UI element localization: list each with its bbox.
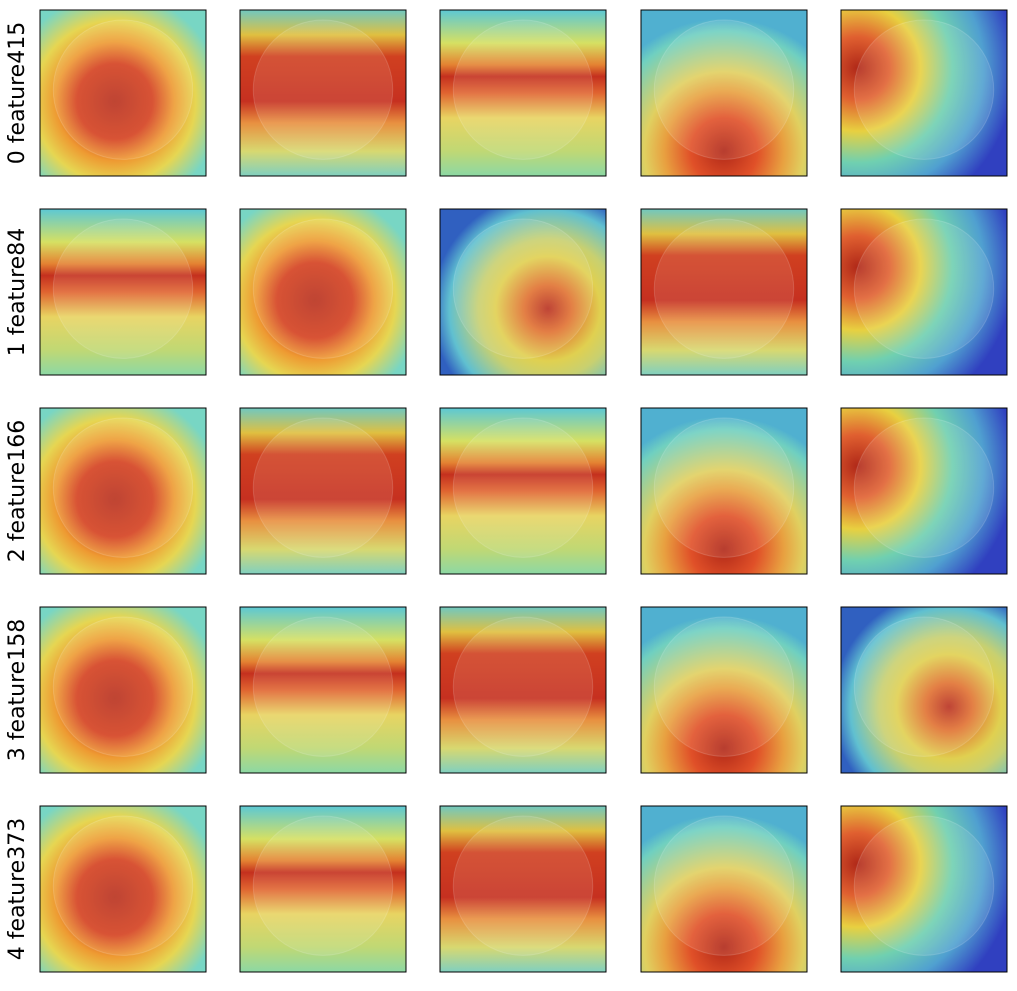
sphere-overlay (853, 616, 995, 757)
panel-border (39, 606, 207, 774)
panel-border (439, 606, 607, 774)
sphere-overlay (52, 616, 194, 757)
panel-border (39, 9, 207, 177)
panel-border (39, 805, 207, 973)
sphere-overlay (252, 616, 394, 757)
sphere-overlay (452, 218, 594, 359)
sphere-overlay (452, 616, 594, 757)
panel-border (640, 805, 808, 973)
heatmap-panel (841, 408, 1007, 574)
panel-border (840, 208, 1008, 376)
panel-border (640, 208, 808, 376)
panel-border (439, 805, 607, 973)
sphere-overlay (653, 616, 795, 757)
panel-border (239, 208, 407, 376)
sphere-overlay (52, 19, 194, 160)
heatmap-panel (240, 806, 406, 972)
heatmap-panel (641, 408, 807, 574)
row-label: 1 feature84 (5, 228, 30, 356)
panel-border (439, 407, 607, 575)
sphere-overlay (853, 218, 995, 359)
panel-border (239, 9, 407, 177)
panel-border (640, 606, 808, 774)
heatmap-panel (841, 607, 1007, 773)
row-label: 4 feature373 (5, 818, 30, 960)
sphere-overlay (252, 19, 394, 160)
heatmap-panel (40, 209, 206, 375)
panel-border (840, 407, 1008, 575)
heatmap-panel (240, 209, 406, 375)
sphere-overlay (452, 815, 594, 956)
heatmap-panel (40, 10, 206, 176)
sphere-overlay (653, 218, 795, 359)
sphere-overlay (653, 815, 795, 956)
heatmap-panel (641, 806, 807, 972)
sphere-overlay (653, 417, 795, 558)
panel-border (39, 407, 207, 575)
panel-border (439, 208, 607, 376)
panel-border (640, 407, 808, 575)
heatmap-panel (440, 607, 606, 773)
heatmap-panel (240, 408, 406, 574)
row-label: 3 feature158 (5, 619, 30, 761)
panel-border (640, 9, 808, 177)
panel-border (239, 606, 407, 774)
heatmap-panel (841, 209, 1007, 375)
row-label: 0 feature415 (5, 22, 30, 164)
panel-border (239, 805, 407, 973)
heatmap-panel (641, 10, 807, 176)
panel-border (39, 208, 207, 376)
panel-border (840, 805, 1008, 973)
heatmap-panel (40, 607, 206, 773)
heatmap-panel (440, 408, 606, 574)
heatmap-panel (841, 10, 1007, 176)
panel-border (840, 606, 1008, 774)
sphere-overlay (452, 19, 594, 160)
sphere-overlay (252, 417, 394, 558)
sphere-overlay (52, 815, 194, 956)
sphere-overlay (853, 815, 995, 956)
heatmap-panel (240, 10, 406, 176)
heatmap-panel (641, 209, 807, 375)
panel-border (840, 9, 1008, 177)
sphere-overlay (853, 417, 995, 558)
sphere-overlay (252, 815, 394, 956)
row-label: 2 feature166 (5, 420, 30, 562)
heatmap-panel (440, 209, 606, 375)
sphere-overlay (252, 218, 394, 359)
sphere-overlay (52, 218, 194, 359)
heatmap-panel (240, 607, 406, 773)
panel-border (439, 9, 607, 177)
heatmap-panel (40, 408, 206, 574)
heatmap-panel (40, 806, 206, 972)
sphere-overlay (452, 417, 594, 558)
heatmap-panel (841, 806, 1007, 972)
sphere-overlay (853, 19, 995, 160)
sphere-overlay (653, 19, 795, 160)
heatmap-panel (440, 806, 606, 972)
panel-border (239, 407, 407, 575)
heatmap-panel (641, 607, 807, 773)
heatmap-panel (440, 10, 606, 176)
sphere-overlay (52, 417, 194, 558)
